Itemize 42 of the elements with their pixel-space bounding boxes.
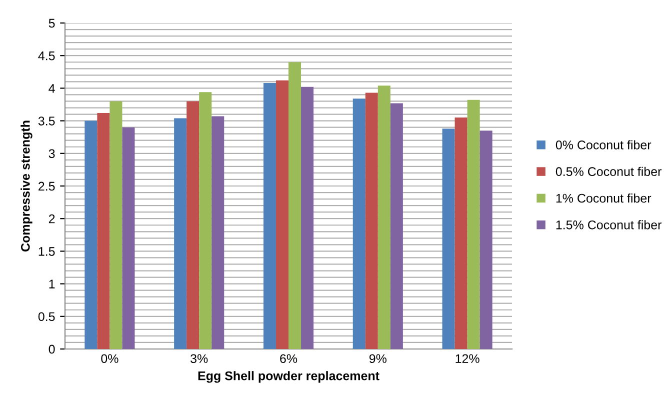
y-tick-label: 4.5 (38, 52, 55, 60)
y-tick-label: 2.5 (38, 182, 55, 191)
x-tick-label: 12% (456, 354, 480, 363)
y-tick-label: 2 (48, 214, 55, 224)
bar (301, 86, 314, 349)
y-tick-label: 4 (48, 84, 55, 93)
bar (467, 100, 480, 349)
x-tick-label: 6% (280, 354, 298, 364)
y-tick-label: 1 (49, 280, 55, 288)
legend-label: 0.5% Coconut fiber (556, 166, 662, 176)
x-axis-title: Egg Shell powder replacement (198, 371, 380, 383)
y-tick-label: 0 (48, 344, 55, 354)
legend-label: 1.5% Coconut fiber (556, 220, 662, 230)
legend-label: 1% Coconut fiber (556, 194, 652, 203)
bar (442, 128, 455, 349)
y-tick-label: 3.5 (38, 116, 55, 126)
y-tick-label: 3 (48, 149, 55, 158)
y-tick-label: 1.5 (38, 247, 55, 256)
bar (378, 86, 390, 349)
y-tick-label: 0.5 (38, 312, 55, 322)
bar (288, 62, 302, 349)
bar (454, 118, 468, 349)
x-tick-label: 0% (101, 354, 118, 364)
bar (263, 82, 276, 349)
bar (97, 112, 110, 349)
bar (84, 120, 98, 349)
legend-label: 0% Coconut fiber (556, 140, 652, 150)
bar (276, 80, 288, 349)
bar (352, 98, 366, 349)
bar (186, 101, 200, 349)
bar (480, 130, 492, 349)
bar (212, 116, 224, 349)
x-tick-label: 9% (369, 354, 386, 364)
y-tick-label: 5 (48, 18, 55, 28)
x-tick-label: 3% (190, 354, 208, 364)
bar (110, 101, 122, 349)
y-axis-title: Compressive strength (20, 120, 32, 252)
bar (365, 92, 378, 349)
bar (174, 118, 187, 349)
bar (199, 92, 212, 349)
bar (122, 127, 135, 349)
bar (390, 103, 403, 349)
